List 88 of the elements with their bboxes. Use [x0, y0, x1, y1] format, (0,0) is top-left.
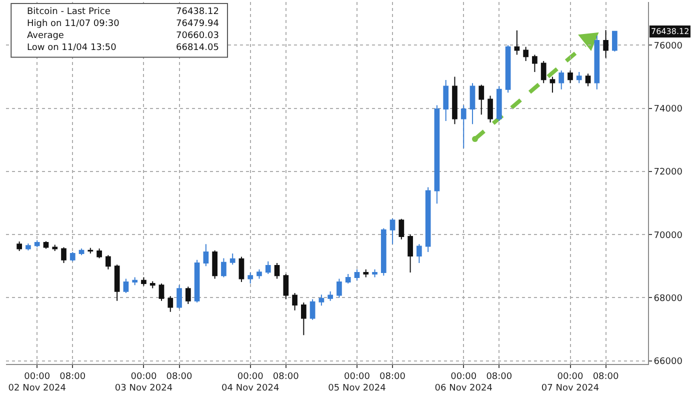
candlestick	[425, 186, 431, 252]
candlestick	[265, 260, 271, 275]
candlestick	[452, 76, 458, 125]
candlestick	[34, 240, 40, 248]
candlestick	[221, 258, 226, 278]
x-tick-label: 08:00	[380, 372, 406, 382]
text: 76438.12	[651, 27, 690, 36]
candlestick	[185, 286, 191, 305]
candlestick	[88, 247, 94, 254]
annotation: Bitcoin - Last Price	[27, 7, 111, 17]
candlestick	[150, 280, 156, 289]
candlestick	[532, 54, 538, 73]
candlestick	[292, 292, 298, 311]
candlestick	[203, 244, 209, 267]
candlestick	[540, 60, 546, 84]
candlestick	[168, 296, 174, 312]
candlestick	[141, 276, 146, 286]
candlestick	[194, 259, 200, 303]
candlestick	[390, 218, 396, 245]
candlestick	[345, 274, 351, 284]
x-tick-label: 08:00	[60, 372, 86, 382]
candlestick	[106, 254, 111, 270]
candlestick	[523, 46, 528, 62]
candlestick	[585, 73, 591, 87]
candlestick	[363, 268, 369, 278]
candlestick	[52, 244, 58, 252]
candlestick	[550, 76, 556, 94]
candlestick	[96, 248, 102, 259]
candlestick	[603, 30, 608, 58]
candlestick	[514, 30, 520, 56]
x-tick-label: 08:00	[272, 372, 300, 382]
candlestick	[478, 84, 484, 116]
candlestick	[283, 274, 289, 300]
candlestick	[16, 241, 22, 252]
x-tick-label: 08:00	[486, 372, 512, 382]
y-tick-label: 66000	[654, 356, 683, 367]
candlestick	[612, 30, 618, 52]
candlestick	[568, 70, 573, 84]
candlestick	[256, 268, 262, 280]
candlestick	[558, 70, 564, 90]
y-tick-label: 72000	[654, 168, 683, 178]
candlestick	[310, 298, 316, 320]
candlestick	[398, 218, 404, 240]
candlestick	[318, 294, 324, 306]
candlestick	[212, 250, 218, 280]
candlestick	[176, 284, 182, 310]
y-tick-label: 76000	[654, 41, 683, 52]
candlestick	[443, 79, 449, 122]
candlestick	[70, 251, 76, 262]
y-tick-label: 68000	[654, 294, 683, 304]
candlestick	[132, 276, 138, 286]
candlestick	[26, 242, 31, 251]
candlestick	[354, 268, 360, 281]
annotation: 76479.94	[176, 19, 220, 29]
candlestick	[123, 278, 129, 294]
candlestick	[408, 234, 413, 273]
candlestick	[238, 256, 244, 282]
candlestick	[380, 228, 386, 276]
candlestick	[470, 82, 476, 125]
x-tick-label: 08:00	[166, 372, 193, 382]
annotation: Average	[27, 31, 64, 41]
candlestick	[43, 240, 49, 250]
y-tick-label: 70000	[654, 230, 683, 241]
candlestick	[248, 272, 254, 284]
candlestick	[274, 262, 280, 280]
candlestick	[460, 104, 466, 149]
candlestick	[576, 72, 582, 84]
candlestick	[336, 278, 342, 298]
annotation: 70660.03	[176, 31, 219, 41]
candlestick	[416, 244, 422, 264]
candlestick	[158, 283, 164, 302]
candlestick	[372, 268, 378, 278]
candlestick	[230, 253, 236, 266]
annotation: High on 11/07 09:30	[27, 19, 120, 29]
candlestick	[488, 95, 493, 124]
annotation: 76438.12	[176, 7, 219, 17]
candlestick	[594, 35, 600, 90]
candlestick	[301, 302, 306, 336]
candlestick	[505, 44, 511, 94]
x-tick-label: 08:00	[592, 372, 620, 382]
candlestick	[61, 246, 66, 264]
annotation: 66814.05	[176, 43, 219, 53]
candlestick	[496, 86, 502, 122]
candlestick	[434, 104, 440, 204]
candlestick	[114, 264, 120, 302]
annotation: Low on 11/04 13:50	[27, 43, 117, 53]
y-tick-label: 74000	[654, 104, 683, 115]
candlestick	[328, 290, 334, 302]
